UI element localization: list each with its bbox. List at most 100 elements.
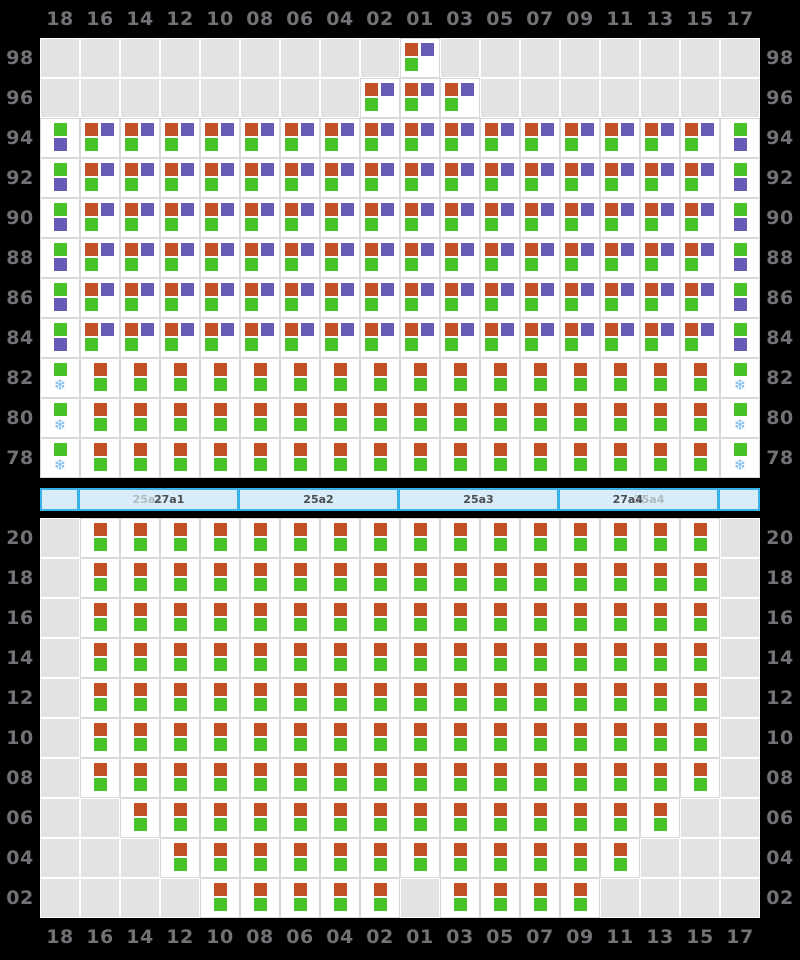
seat-cell[interactable]	[40, 198, 80, 238]
seat-cell[interactable]	[80, 318, 120, 358]
seat-cell[interactable]	[560, 758, 600, 798]
seat-cell[interactable]	[160, 758, 200, 798]
seat-cell[interactable]	[200, 398, 240, 438]
seat-cell[interactable]	[80, 158, 120, 198]
seat-cell[interactable]	[320, 758, 360, 798]
seat-cell[interactable]	[40, 278, 80, 318]
seat-cell[interactable]	[640, 198, 680, 238]
seat-cell[interactable]	[280, 398, 320, 438]
seat-cell[interactable]	[480, 518, 520, 558]
seat-cell[interactable]	[600, 798, 640, 838]
seat-cell[interactable]	[600, 358, 640, 398]
seat-cell[interactable]	[200, 118, 240, 158]
seat-cell[interactable]	[680, 758, 720, 798]
seat-cell[interactable]	[120, 198, 160, 238]
seat-cell[interactable]	[80, 638, 120, 678]
seat-cell[interactable]	[160, 638, 200, 678]
seat-cell[interactable]: ❄	[720, 358, 760, 398]
seat-cell[interactable]	[280, 798, 320, 838]
seat-cell[interactable]	[80, 398, 120, 438]
seat-cell[interactable]	[480, 118, 520, 158]
seat-cell[interactable]	[240, 678, 280, 718]
seat-cell[interactable]	[640, 278, 680, 318]
seat-cell[interactable]	[320, 678, 360, 718]
seat-cell[interactable]	[520, 798, 560, 838]
seat-cell[interactable]	[160, 558, 200, 598]
seat-cell[interactable]	[120, 158, 160, 198]
seat-cell[interactable]: ❄	[720, 438, 760, 478]
seat-cell[interactable]	[280, 238, 320, 278]
seat-cell[interactable]	[240, 118, 280, 158]
seat-cell[interactable]	[240, 798, 280, 838]
seat-cell[interactable]	[520, 398, 560, 438]
seat-cell[interactable]	[560, 598, 600, 638]
seat-cell[interactable]	[640, 758, 680, 798]
seat-cell[interactable]	[320, 638, 360, 678]
seat-cell[interactable]	[320, 798, 360, 838]
seat-cell[interactable]	[480, 318, 520, 358]
seat-cell[interactable]	[320, 718, 360, 758]
seat-cell[interactable]	[280, 638, 320, 678]
seat-cell[interactable]	[40, 238, 80, 278]
seat-cell[interactable]	[160, 518, 200, 558]
seat-cell[interactable]	[200, 838, 240, 878]
seat-cell[interactable]	[560, 398, 600, 438]
seat-cell[interactable]	[600, 398, 640, 438]
seat-cell[interactable]: ❄	[40, 398, 80, 438]
seat-cell[interactable]	[480, 838, 520, 878]
seat-cell[interactable]	[200, 558, 240, 598]
seat-cell[interactable]	[640, 318, 680, 358]
seat-cell[interactable]	[440, 558, 480, 598]
seat-cell[interactable]	[520, 598, 560, 638]
seat-cell[interactable]	[200, 198, 240, 238]
seat-cell[interactable]	[440, 718, 480, 758]
seat-cell[interactable]	[480, 438, 520, 478]
seat-cell[interactable]	[440, 638, 480, 678]
seat-cell[interactable]	[680, 198, 720, 238]
seat-cell[interactable]	[600, 318, 640, 358]
seat-cell[interactable]	[440, 358, 480, 398]
seat-cell[interactable]	[560, 198, 600, 238]
seat-cell[interactable]	[600, 438, 640, 478]
seat-cell[interactable]: ❄	[720, 398, 760, 438]
seat-cell[interactable]	[240, 198, 280, 238]
seat-cell[interactable]	[40, 158, 80, 198]
seat-cell[interactable]	[160, 798, 200, 838]
seat-cell[interactable]	[520, 238, 560, 278]
seat-cell[interactable]	[640, 438, 680, 478]
seat-cell[interactable]	[120, 118, 160, 158]
seat-cell[interactable]	[120, 438, 160, 478]
seat-cell[interactable]	[80, 598, 120, 638]
seat-cell[interactable]	[560, 318, 600, 358]
seat-cell[interactable]: ❄	[40, 438, 80, 478]
seat-cell[interactable]	[280, 558, 320, 598]
seat-cell[interactable]	[360, 798, 400, 838]
seat-cell[interactable]	[160, 398, 200, 438]
seat-cell[interactable]	[280, 838, 320, 878]
seat-cell[interactable]	[120, 798, 160, 838]
seat-cell[interactable]	[200, 638, 240, 678]
seat-cell[interactable]	[360, 238, 400, 278]
seat-cell[interactable]	[160, 438, 200, 478]
seat-cell[interactable]	[640, 238, 680, 278]
seat-cell[interactable]	[600, 598, 640, 638]
seat-cell[interactable]	[440, 278, 480, 318]
seat-cell[interactable]	[600, 838, 640, 878]
seat-cell[interactable]	[280, 118, 320, 158]
seat-cell[interactable]	[520, 518, 560, 558]
seat-cell[interactable]	[360, 278, 400, 318]
seat-cell[interactable]	[560, 118, 600, 158]
seat-cell[interactable]	[480, 198, 520, 238]
seat-cell[interactable]	[240, 358, 280, 398]
seat-cell[interactable]	[640, 678, 680, 718]
seat-cell[interactable]	[280, 718, 320, 758]
seat-cell[interactable]	[560, 238, 600, 278]
seat-cell[interactable]	[120, 278, 160, 318]
seat-cell[interactable]	[560, 438, 600, 478]
seat-cell[interactable]	[680, 318, 720, 358]
seat-cell[interactable]	[560, 518, 600, 558]
seat-cell[interactable]	[280, 438, 320, 478]
seat-cell[interactable]	[440, 798, 480, 838]
seat-cell[interactable]	[640, 558, 680, 598]
seat-cell[interactable]	[680, 278, 720, 318]
